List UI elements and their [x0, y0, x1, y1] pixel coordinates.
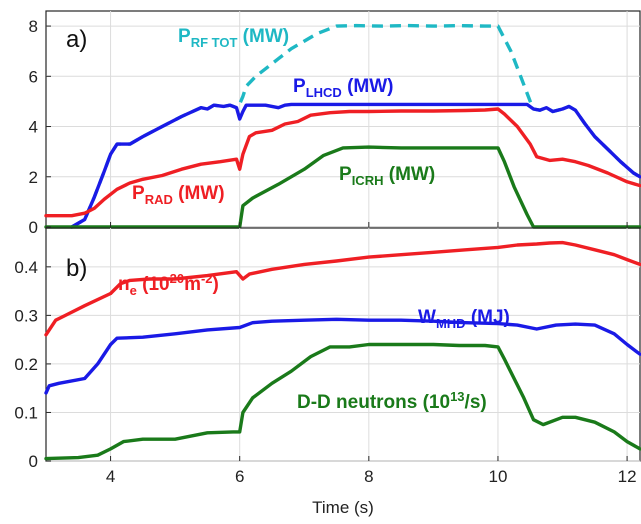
- annotation-p-rf-tot: PRF TOT (MW): [178, 26, 289, 50]
- annotation-p-icrh: PICRH (MW): [339, 164, 435, 188]
- y-tick-label: 0.4: [14, 258, 38, 277]
- x-tick-label: 4: [106, 467, 115, 486]
- panel-b: 0 0.1 0.2 0.3 0.4 4 6 8 10 12 b) ne (1020m-2) WM…: [14, 227, 641, 517]
- y-tick-label: 0: [29, 452, 38, 471]
- annotation-wmhd: WMHD (MJ): [418, 307, 510, 331]
- x-tick-label: 12: [618, 467, 637, 486]
- annotation-ne: ne (1020m-2): [118, 271, 219, 298]
- x-tick-label: 8: [364, 467, 373, 486]
- series-line-n-e-10-20-m-2: [44, 240, 641, 337]
- panel-b-x-ticks: 4 6 8 10 12: [106, 467, 637, 486]
- panel-b-y-ticks: 0 0.1 0.2 0.3 0.4: [14, 258, 628, 471]
- x-tick-label: 10: [488, 467, 507, 486]
- panel-b-frame: [45, 227, 641, 462]
- x-tick-label: 6: [235, 467, 244, 486]
- annotation-dd-neutrons: D-D neutrons (1013/s): [297, 389, 487, 413]
- panel-a-series: [44, 23, 641, 229]
- panel-a: 0 2 4 6 8 a) PRF TOT (MW) PLHCD (MW) PRAD (M…: [29, 10, 641, 237]
- series-line-p-rad-mw: [44, 107, 641, 218]
- annotation-p-lhcd: PLHCD (MW): [293, 76, 394, 100]
- series-line-p-icrh-mw: [44, 145, 641, 229]
- y-tick-label: 0: [29, 218, 38, 237]
- y-tick-label: 8: [29, 17, 38, 36]
- panel-a-y-ticks: 0 2 4 6 8: [29, 17, 628, 237]
- panel-b-label: b): [66, 255, 87, 282]
- panel-a-label: a): [66, 26, 87, 53]
- y-tick-label: 0.1: [14, 403, 38, 422]
- series-line-p-lhcd-mw: [70, 102, 641, 229]
- y-tick-label: 0.3: [14, 306, 38, 325]
- x-axis-title: Time (s): [312, 498, 374, 517]
- y-tick-label: 0.2: [14, 355, 38, 374]
- y-tick-label: 2: [29, 168, 38, 187]
- series-line-w-mhd-mj: [44, 317, 641, 395]
- panel-b-grid: [46, 228, 640, 462]
- y-tick-label: 4: [29, 118, 38, 137]
- y-tick-label: 6: [29, 67, 38, 86]
- series-line-d-d-neutrons-10-13-s: [44, 342, 641, 461]
- annotation-p-rad: PRAD (MW): [132, 183, 225, 207]
- panel-b-series: [44, 240, 641, 461]
